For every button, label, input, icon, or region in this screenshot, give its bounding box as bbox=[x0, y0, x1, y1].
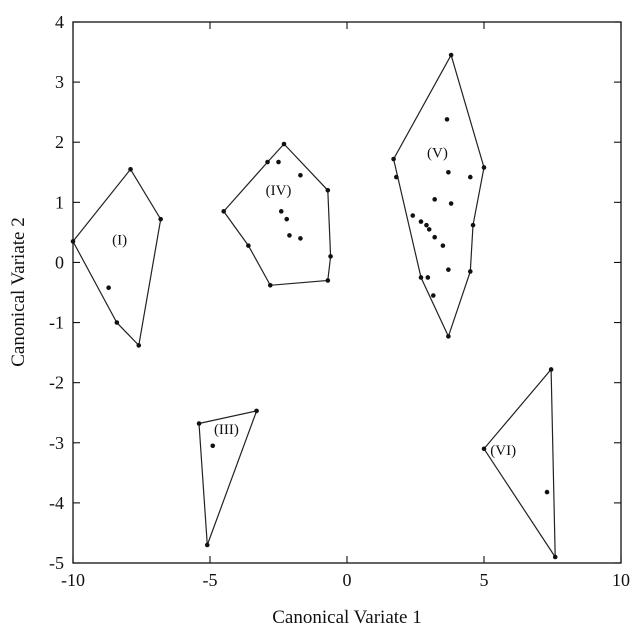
data-point bbox=[298, 236, 303, 241]
group-label: (VI) bbox=[490, 443, 516, 459]
data-point bbox=[481, 165, 487, 170]
y-tick-label: 3 bbox=[55, 72, 64, 92]
data-point bbox=[470, 222, 476, 228]
data-point bbox=[278, 209, 284, 214]
y-tick-label: 2 bbox=[55, 132, 64, 152]
data-point bbox=[426, 227, 432, 232]
y-tick-label: -4 bbox=[49, 493, 64, 513]
group-label: (V) bbox=[427, 145, 448, 161]
group-hull bbox=[483, 367, 556, 560]
y-tick-label: 1 bbox=[55, 192, 64, 212]
data-points bbox=[70, 52, 558, 560]
group-label: (IV) bbox=[266, 183, 292, 199]
data-point bbox=[418, 275, 424, 280]
y-tick-label: 4 bbox=[55, 12, 64, 32]
data-point bbox=[158, 216, 163, 222]
data-point bbox=[446, 169, 451, 175]
data-point bbox=[267, 282, 273, 288]
data-point bbox=[284, 216, 290, 222]
data-point bbox=[425, 275, 431, 280]
data-point bbox=[432, 234, 437, 240]
group-hull bbox=[198, 410, 258, 546]
x-tick-label: 0 bbox=[343, 570, 352, 590]
x-tick-label: -5 bbox=[203, 570, 218, 590]
data-point bbox=[391, 156, 396, 162]
data-point bbox=[440, 243, 446, 248]
data-point bbox=[468, 269, 473, 274]
data-point bbox=[410, 213, 416, 218]
group-label: (I) bbox=[112, 232, 127, 248]
data-point bbox=[325, 188, 331, 193]
data-point bbox=[448, 201, 454, 206]
y-tick-label: -1 bbox=[49, 313, 64, 333]
plot-frame bbox=[72, 21, 622, 564]
data-point bbox=[281, 141, 287, 147]
data-point bbox=[548, 367, 554, 372]
y-tick-label: -5 bbox=[49, 553, 64, 573]
data-point bbox=[394, 174, 399, 180]
data-point bbox=[298, 172, 303, 178]
group-label: (III) bbox=[214, 422, 239, 438]
data-point bbox=[444, 117, 450, 122]
data-point bbox=[432, 197, 437, 202]
data-point bbox=[114, 320, 120, 325]
data-point bbox=[418, 219, 424, 224]
y-axis-label: Canonical Variate 2 bbox=[8, 217, 29, 367]
data-point bbox=[287, 233, 292, 238]
x-axis-label: Canonical Variate 1 bbox=[272, 607, 422, 628]
data-point bbox=[328, 254, 333, 259]
data-point bbox=[325, 278, 331, 283]
y-tick-label: -3 bbox=[49, 433, 64, 453]
x-tick-label: 5 bbox=[480, 570, 489, 590]
data-point bbox=[70, 239, 76, 244]
y-tick-label: -2 bbox=[49, 373, 64, 393]
data-point bbox=[448, 52, 454, 58]
data-point bbox=[446, 267, 451, 272]
data-point bbox=[431, 293, 436, 298]
axis-ticks bbox=[72, 21, 622, 564]
data-point bbox=[544, 489, 550, 495]
data-point bbox=[196, 421, 202, 426]
data-point bbox=[265, 159, 270, 165]
data-point bbox=[210, 443, 216, 449]
group-hull bbox=[222, 143, 332, 286]
x-tick-label: 10 bbox=[612, 570, 630, 590]
data-point bbox=[468, 174, 473, 180]
data-point bbox=[446, 334, 451, 339]
data-point bbox=[481, 446, 487, 452]
y-tick-label: 0 bbox=[55, 252, 64, 272]
data-point bbox=[136, 343, 142, 348]
x-tick-label: -10 bbox=[61, 570, 85, 590]
data-point bbox=[128, 166, 133, 172]
group-labels: (I) (III) (IV) (V) (VI) bbox=[112, 145, 516, 459]
data-point bbox=[221, 209, 226, 214]
group-hull bbox=[72, 168, 162, 347]
group-hull bbox=[392, 53, 485, 339]
data-point bbox=[106, 285, 111, 290]
data-point bbox=[424, 222, 429, 228]
group-hulls bbox=[72, 53, 556, 560]
data-point bbox=[246, 243, 251, 248]
data-point bbox=[276, 159, 281, 165]
data-point bbox=[552, 554, 558, 560]
data-point bbox=[254, 408, 259, 414]
data-point bbox=[204, 542, 210, 548]
